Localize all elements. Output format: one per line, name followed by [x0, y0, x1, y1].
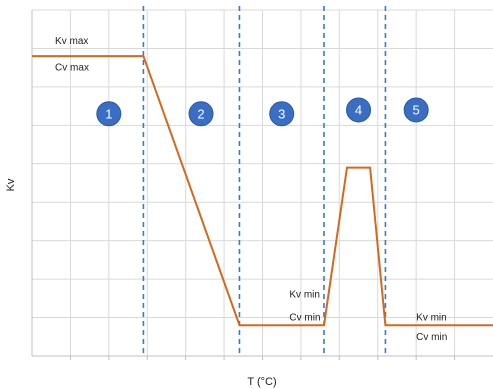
region-circle: [96, 101, 122, 127]
region-label: 5: [413, 102, 420, 117]
region-circle: [346, 97, 372, 123]
region-label: 4: [355, 102, 362, 117]
annotation-label: Kv min: [416, 313, 447, 324]
region-label: 3: [278, 106, 285, 121]
series-line: [32, 55, 493, 327]
annotation-label: Kv max: [55, 36, 88, 47]
region-circle: [269, 101, 295, 127]
series: [32, 55, 493, 327]
annotation-label: Kv min: [289, 289, 320, 300]
region-circle: [188, 101, 214, 127]
annotations: Kv max Cv max Kv min Cv min Kv min Cv min: [55, 36, 447, 343]
region-boundaries: [142, 6, 387, 356]
region-label: 2: [197, 106, 204, 121]
x-axis-title: T (°C): [247, 376, 276, 388]
region-markers: 1 2 3 4 5: [96, 97, 429, 127]
grid: [32, 9, 493, 356]
region-label: 1: [105, 106, 112, 121]
annotation-label: Cv min: [416, 332, 447, 343]
y-axis-title: Kv: [5, 178, 17, 191]
annotation-label: Cv min: [289, 313, 320, 324]
axes: [31, 10, 493, 360]
annotation-label: Cv max: [55, 63, 89, 74]
region-circle: [403, 97, 429, 123]
